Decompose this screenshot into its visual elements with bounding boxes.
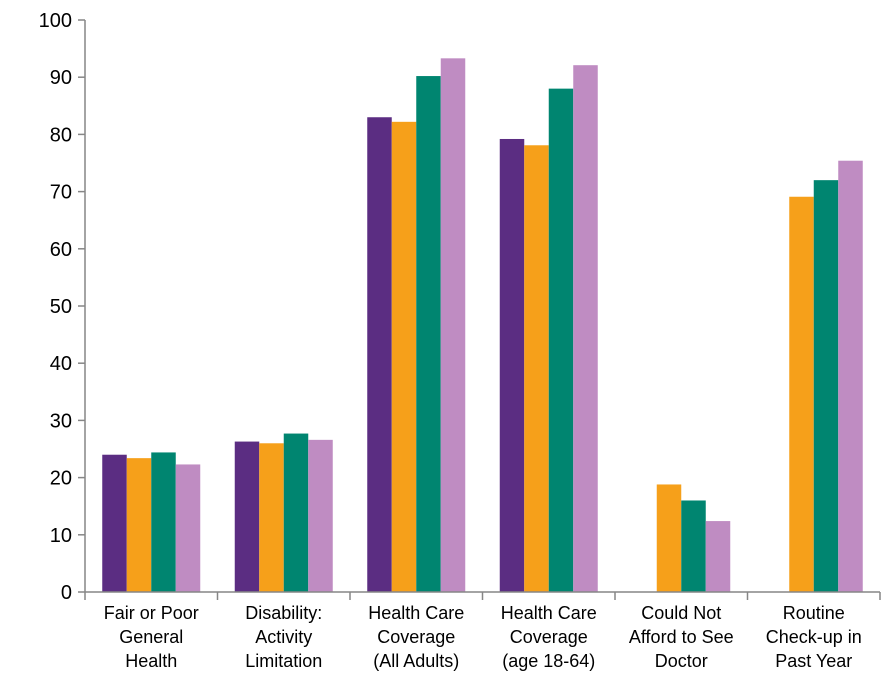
x-category-label-line: Doctor <box>655 651 708 671</box>
x-category-label-line: Health Care <box>368 603 464 623</box>
y-tick-label: 30 <box>50 410 72 432</box>
y-tick-label: 20 <box>50 468 72 490</box>
bar <box>838 160 863 592</box>
bar <box>416 76 441 592</box>
y-tick-label: 90 <box>50 67 72 89</box>
bar <box>175 464 201 592</box>
x-category-label-line: Activity <box>255 627 312 647</box>
x-category-label-line: Health <box>125 651 177 671</box>
x-category-label-line: Coverage <box>377 627 455 647</box>
x-category-label-line: Past Year <box>775 651 852 671</box>
y-tick-label: 40 <box>50 353 72 375</box>
x-category-label-line: Check-up in <box>766 627 862 647</box>
y-tick-label: 60 <box>50 239 72 261</box>
y-tick-label: 50 <box>50 296 72 318</box>
x-category-label: Could Not Afford to See Doctor <box>629 603 734 671</box>
x-category-label-line: Disability: <box>245 603 322 623</box>
bar <box>151 452 176 592</box>
x-category-label-line: Afford to See <box>629 627 734 647</box>
bar <box>440 58 466 593</box>
y-axis-tick-labels: 0 10 20 30 40 50 60 70 80 90 100 <box>39 10 72 604</box>
x-category-label-line: (age 18-64) <box>502 651 595 671</box>
bar <box>548 88 574 592</box>
x-category-label-line: General <box>119 627 183 647</box>
bar <box>705 521 731 592</box>
x-category-label: Health Care Coverage (age 18-64) <box>501 603 597 671</box>
bar <box>573 65 598 593</box>
bar <box>681 500 706 592</box>
x-category-label: Fair or Poor General Health <box>104 603 199 671</box>
x-category-label: Disability: Activity Limitation <box>245 603 322 671</box>
x-category-label-line: Limitation <box>245 651 322 671</box>
x-category-label-line: (All Adults) <box>373 651 459 671</box>
bar <box>391 121 417 592</box>
bar <box>524 145 549 592</box>
x-axis-category-labels: Fair or Poor General Health Disability: Acti… <box>104 603 862 671</box>
y-tick-label: 10 <box>50 525 72 547</box>
bar <box>102 454 127 592</box>
y-tick-label: 100 <box>39 10 72 32</box>
bar <box>656 484 682 592</box>
y-tick-label: 80 <box>50 124 72 146</box>
y-axis-ticks <box>78 19 85 593</box>
bar <box>283 433 309 592</box>
x-category-label: Health Care Coverage (All Adults) <box>368 603 464 671</box>
bar <box>126 458 152 592</box>
x-category-label-line: Routine <box>783 603 845 623</box>
x-category-label: Routine Check-up in Past Year <box>766 603 862 671</box>
bar <box>234 441 260 592</box>
bar <box>789 196 814 593</box>
x-category-label-line: Fair or Poor <box>104 603 199 623</box>
x-category-label-line: Coverage <box>510 627 588 647</box>
bar <box>367 117 392 593</box>
x-category-label-line: Could Not <box>641 603 721 623</box>
y-tick-label: 70 <box>50 182 72 204</box>
bar <box>259 443 284 592</box>
bars <box>102 58 863 593</box>
x-axis-ticks <box>84 592 881 600</box>
x-category-label-line: Health Care <box>501 603 597 623</box>
bar <box>813 180 839 592</box>
bar <box>499 138 525 592</box>
y-tick-label: 0 <box>61 582 72 604</box>
bar <box>308 439 333 592</box>
